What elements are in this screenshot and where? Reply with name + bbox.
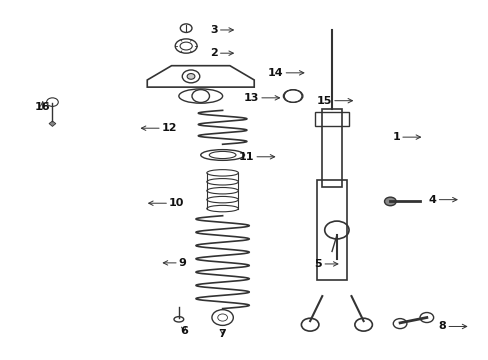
Text: 2: 2	[209, 48, 217, 58]
Text: 6: 6	[180, 327, 187, 337]
Text: 1: 1	[391, 132, 399, 142]
Bar	[317, 180, 346, 280]
Text: 16: 16	[35, 102, 50, 112]
Text: 8: 8	[438, 321, 446, 332]
Text: 10: 10	[169, 198, 184, 208]
Text: 5: 5	[314, 259, 322, 269]
Bar	[314, 112, 348, 126]
Text: 12: 12	[162, 123, 177, 133]
Text: 4: 4	[428, 195, 436, 204]
Circle shape	[187, 73, 195, 79]
Text: 14: 14	[267, 68, 283, 78]
Text: 11: 11	[238, 152, 254, 162]
Bar	[322, 109, 341, 187]
Text: 7: 7	[218, 329, 226, 339]
Polygon shape	[49, 121, 56, 126]
Text: 15: 15	[316, 96, 331, 106]
Text: 3: 3	[210, 25, 217, 35]
Text: 13: 13	[243, 93, 259, 103]
Text: 9: 9	[179, 258, 186, 268]
Circle shape	[384, 197, 395, 206]
